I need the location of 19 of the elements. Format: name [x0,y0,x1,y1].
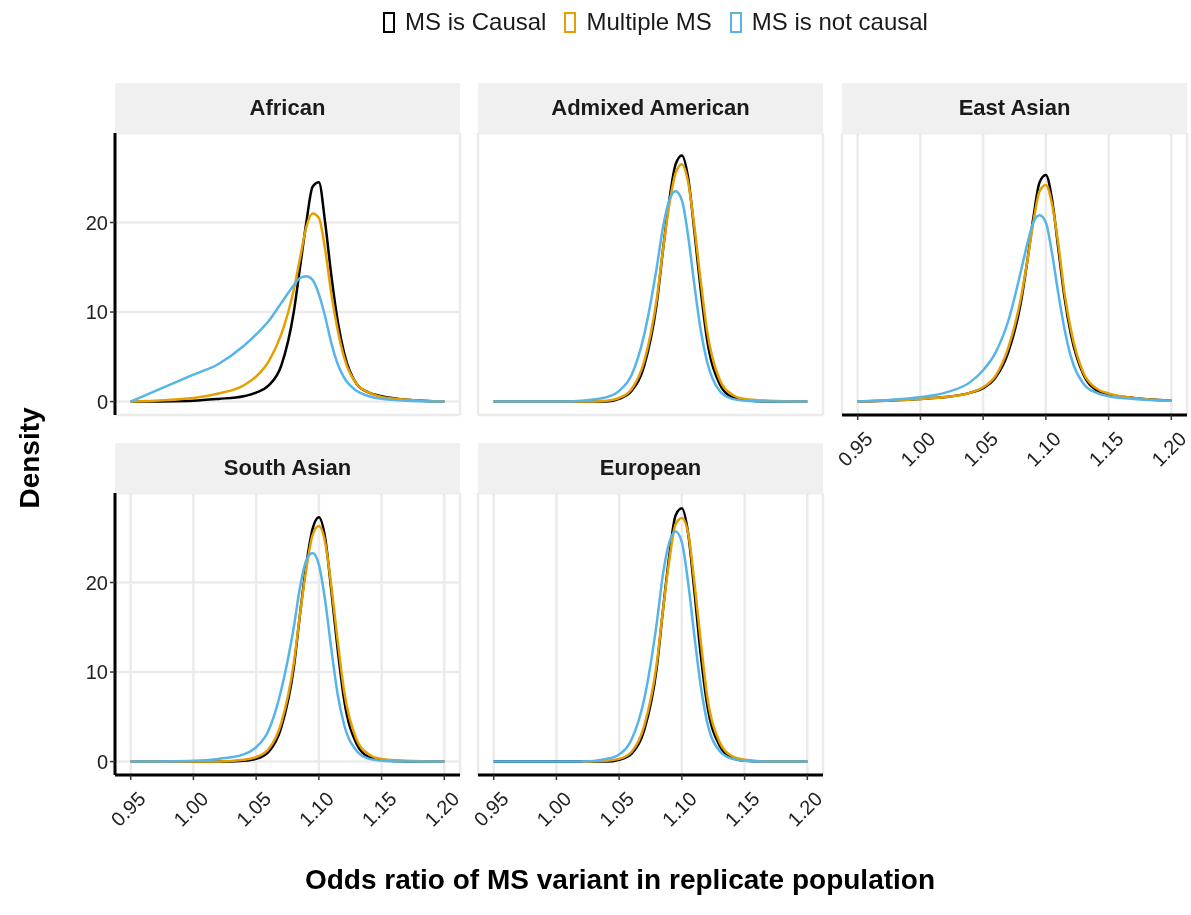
y-axis-title: Density [14,407,46,509]
legend-label: MS is not causal [751,8,928,36]
x-tick-label: 0.95 [833,427,877,471]
legend-label: Multiple MS [586,8,712,36]
y-tick-label: 20 [85,571,108,594]
y-tick-label: 10 [85,301,108,324]
chart-title: East Asian [842,83,1187,133]
x-tick-label: 0.95 [106,787,150,831]
chart-title: African [115,83,460,133]
y-tick-label: 10 [85,661,108,684]
y-tick-label: 0 [96,390,108,413]
y-tick-label: 20 [85,211,108,234]
x-tick-label: 0.95 [469,787,513,831]
legend-label: MS is Causal [405,8,547,36]
x-axis-title: Odds ratio of MS variant in replicate population [304,864,936,896]
chart-title: South Asian [115,443,460,493]
y-tick-label: 0 [96,750,108,773]
chart-title: European [478,443,823,493]
chart-title: Admixed American [478,83,823,133]
